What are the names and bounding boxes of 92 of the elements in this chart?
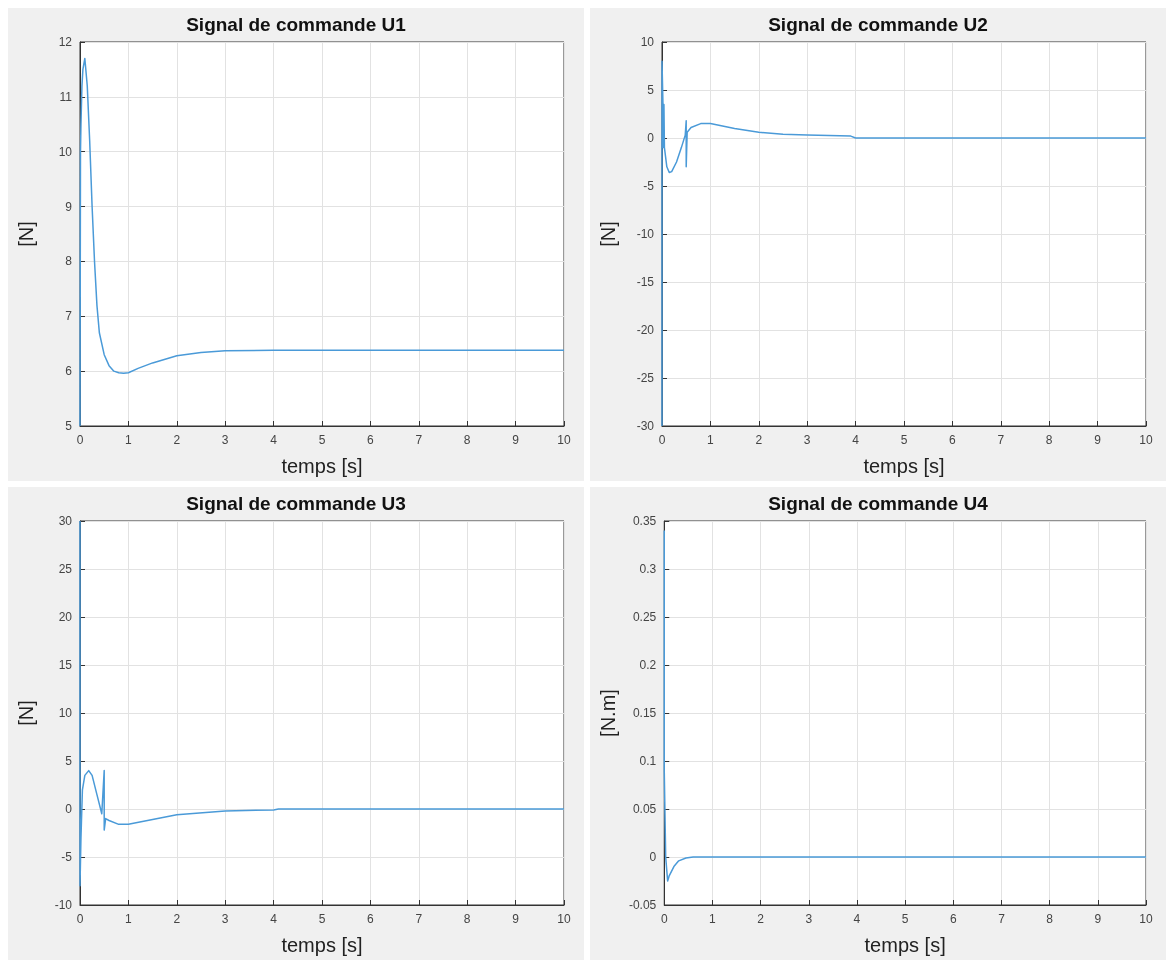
- chart-title: Signal de commande U2: [767, 14, 988, 35]
- x-tick-label: 6: [367, 433, 375, 447]
- y-tick-label: 15: [58, 657, 73, 672]
- x-tick-label: 8: [463, 433, 471, 447]
- x-tick-label: 10: [557, 433, 571, 447]
- y-tick-label: 7: [65, 309, 73, 324]
- x-tick-label: 3: [221, 433, 229, 447]
- x-tick-label: 1: [708, 911, 716, 926]
- y-tick-label: 0.05: [632, 801, 657, 816]
- y-tick-label: 0: [649, 849, 657, 864]
- x-tick-label: 10: [1138, 911, 1153, 926]
- y-tick-label: -20: [636, 323, 654, 337]
- x-tick-label: 0: [658, 433, 666, 447]
- y-axis-title: [N]: [596, 221, 619, 247]
- x-tick-label: 5: [900, 433, 908, 447]
- y-tick-label: 10: [58, 705, 73, 720]
- y-tick-label: 0.3: [639, 561, 657, 576]
- chart-title: Signal de commande U3: [186, 492, 406, 514]
- x-tick-label: 0: [660, 911, 668, 926]
- x-tick-label: 5: [318, 433, 326, 447]
- x-tick-label: 8: [1045, 911, 1053, 926]
- y-tick-label: -5: [61, 849, 73, 864]
- y-tick-label: 0.15: [632, 705, 657, 720]
- y-tick-label: 25: [58, 561, 73, 576]
- x-tick-label: 4: [853, 911, 861, 926]
- y-tick-label: -10: [54, 897, 73, 912]
- x-tick-label: 2: [173, 433, 181, 447]
- y-tick-label: 10: [58, 144, 73, 159]
- y-tick-label: -30: [636, 419, 654, 433]
- y-tick-label: 0.2: [639, 657, 657, 672]
- x-tick-label: 3: [803, 433, 811, 447]
- x-tick-label: 1: [125, 911, 133, 926]
- x-tick-label: 6: [949, 911, 957, 926]
- y-tick-label: 5: [65, 419, 73, 433]
- x-axis-title: temps [s]: [281, 933, 363, 956]
- x-tick-label: 2: [756, 911, 764, 926]
- x-tick-label: 7: [997, 911, 1005, 926]
- x-tick-label: 5: [318, 911, 326, 926]
- y-tick-label: 20: [58, 609, 73, 624]
- y-axis-title: [N]: [15, 699, 37, 726]
- x-axis-title: temps [s]: [864, 933, 946, 956]
- y-tick-label: 8: [65, 254, 73, 269]
- y-tick-label: 5: [646, 83, 654, 97]
- x-tick-label: 0: [76, 911, 84, 926]
- y-tick-label: -10: [636, 227, 654, 241]
- y-tick-label: -25: [636, 371, 654, 385]
- x-axis-title: temps [s]: [862, 455, 945, 477]
- x-tick-label: 10: [557, 911, 571, 926]
- x-tick-label: 4: [270, 433, 278, 447]
- x-tick-label: 3: [804, 911, 812, 926]
- x-tick-label: 9: [1093, 911, 1101, 926]
- x-tick-label: 4: [851, 433, 859, 447]
- y-tick-label: -0.05: [628, 897, 657, 912]
- x-tick-label: 9: [512, 433, 520, 447]
- x-tick-label: 5: [901, 911, 909, 926]
- x-tick-label: 4: [270, 911, 278, 926]
- y-tick-label: 0.35: [632, 513, 657, 528]
- x-tick-label: 1: [706, 433, 714, 447]
- x-tick-label: 8: [463, 911, 471, 926]
- y-tick-label: 30: [58, 513, 73, 528]
- y-tick-label: -5: [642, 179, 654, 193]
- y-tick-label: 5: [65, 753, 73, 768]
- x-tick-label: 2: [754, 433, 762, 447]
- y-tick-label: 11: [59, 89, 73, 104]
- y-tick-label: 6: [65, 364, 73, 379]
- y-tick-label: 12: [58, 35, 73, 49]
- x-tick-label: 6: [948, 433, 956, 447]
- x-tick-label: 2: [173, 911, 181, 926]
- x-tick-label: 7: [415, 433, 423, 447]
- x-tick-label: 8: [1045, 433, 1053, 447]
- x-tick-label: 10: [1138, 433, 1153, 447]
- y-tick-label: 0.1: [639, 753, 657, 768]
- chart-title: Signal de commande U4: [767, 492, 988, 514]
- y-axis-title: [N.m]: [596, 688, 619, 737]
- y-tick-label: 0: [65, 801, 73, 816]
- chart-title: Signal de commande U1: [186, 14, 407, 35]
- x-tick-label: 0: [76, 433, 84, 447]
- x-tick-label: 1: [125, 433, 133, 447]
- x-tick-label: 9: [1093, 433, 1101, 447]
- y-tick-label: -15: [636, 275, 654, 289]
- x-tick-label: 9: [512, 911, 520, 926]
- line-series: [663, 529, 1147, 882]
- x-axis-title: temps [s]: [281, 455, 363, 477]
- y-axis-title: [N]: [15, 221, 37, 247]
- x-tick-label: 7: [415, 911, 423, 926]
- x-tick-label: 7: [996, 433, 1004, 447]
- y-tick-label: 0: [646, 131, 654, 145]
- x-tick-label: 6: [367, 911, 375, 926]
- y-tick-label: 0.25: [632, 609, 657, 624]
- y-tick-label: 10: [640, 35, 654, 49]
- x-tick-label: 3: [221, 911, 229, 926]
- y-tick-label: 9: [65, 199, 73, 214]
